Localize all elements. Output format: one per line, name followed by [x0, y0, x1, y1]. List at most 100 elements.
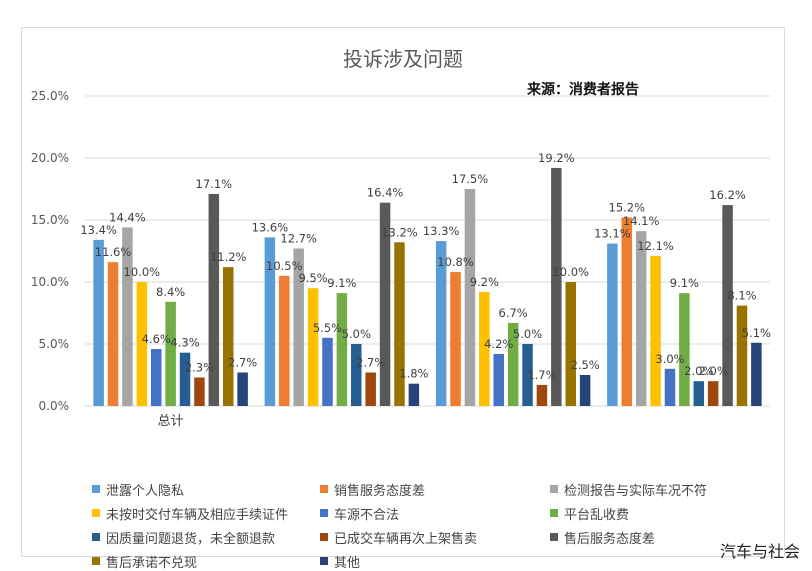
data-label: 13.2% [381, 225, 418, 239]
bar [165, 301, 176, 406]
bar [322, 337, 333, 406]
data-label: 14.1% [623, 214, 660, 228]
bar [565, 282, 576, 406]
legend-swatch [550, 485, 558, 493]
bar [435, 241, 447, 406]
legend-item: 售后承诺不兑现 [92, 552, 320, 571]
legend-swatch [550, 533, 558, 541]
data-label: 16.4% [367, 186, 404, 200]
bar [93, 239, 104, 406]
legend-label: 因质量问题退货，未全额退款 [106, 531, 276, 547]
data-label: 10.5% [266, 259, 303, 273]
legend-item: 销售服务态度差 [320, 480, 550, 499]
y-tick-label: 5.0% [39, 337, 70, 351]
data-label: 19.2% [538, 151, 575, 165]
bar [450, 272, 461, 406]
legend-item: 售后服务态度差 [550, 528, 780, 547]
bar [551, 167, 562, 406]
bar [722, 205, 733, 406]
legend-swatch [550, 509, 558, 517]
legend-label: 其他 [334, 555, 361, 571]
legend-label: 销售服务态度差 [334, 483, 426, 499]
legend-label: 售后承诺不兑现 [106, 555, 198, 571]
bar [222, 267, 234, 406]
legend-label: 售后服务态度差 [564, 531, 656, 547]
legend-swatch [92, 485, 100, 493]
data-label: 2.7% [228, 356, 257, 370]
x-category-label: 总计 [158, 414, 184, 429]
data-label: 10.0% [124, 265, 161, 279]
bar [136, 282, 148, 406]
legend-label: 未按时交付车辆及相应手续证件 [106, 507, 289, 523]
bar [122, 227, 133, 406]
legend-item: 车源不合法 [320, 504, 550, 523]
legend-label: 已成交车辆再次上架售卖 [334, 531, 478, 547]
data-label: 2.5% [571, 358, 600, 372]
data-label: 5.1% [742, 326, 771, 340]
bar [693, 381, 705, 406]
bar [307, 288, 319, 406]
bar [751, 342, 762, 406]
data-label: 14.4% [109, 210, 146, 224]
legend-swatch [320, 485, 328, 493]
legend-item: 因质量问题退货，未全额退款 [92, 528, 320, 547]
bar [650, 255, 661, 406]
legend-swatch [92, 509, 100, 517]
bar [707, 381, 719, 406]
legend-label: 检测报告与实际车况不符 [564, 483, 708, 499]
bar [365, 372, 376, 406]
data-label: 1.8% [399, 367, 428, 381]
bar [150, 348, 162, 406]
data-label: 9.1% [670, 276, 699, 290]
bar [507, 322, 519, 406]
bar [394, 242, 405, 406]
data-label: 11.6% [95, 245, 132, 259]
data-label: 12.1% [637, 239, 674, 253]
legend-item: 已成交车辆再次上架售卖 [320, 528, 550, 547]
data-label: 4.6% [142, 332, 171, 346]
bar [679, 293, 690, 406]
data-label: 9.2% [470, 275, 499, 289]
bar [579, 375, 591, 406]
data-label: 8.1% [727, 289, 756, 303]
chart-card: 投诉涉及问题 来源：消费者报告 0.0% 5.0% 10.0% 15.0% 20.0% 2… [21, 27, 785, 571]
data-label: 16.2% [709, 188, 746, 202]
data-label: 2.7% [356, 356, 385, 370]
bar [536, 384, 548, 406]
data-label: 10.8% [437, 255, 474, 269]
data-label: 17.1% [196, 177, 233, 191]
legend-item: 未按时交付车辆及相应手续证件 [92, 504, 320, 523]
data-label: 15.2% [609, 201, 646, 215]
bar [479, 291, 490, 406]
data-label: 11.2% [210, 250, 247, 264]
y-tick-label: 10.0% [31, 275, 69, 289]
bar [621, 217, 633, 406]
bar [279, 275, 290, 406]
bar [408, 383, 420, 406]
y-tick-label: 0.0% [39, 399, 70, 413]
legend-label: 车源不合法 [334, 507, 400, 523]
legend-swatch [92, 557, 100, 565]
bar [293, 248, 304, 406]
bar [664, 368, 676, 406]
data-label: 5.0% [513, 327, 542, 341]
y-tick-label: 20.0% [31, 151, 69, 165]
bar [179, 352, 191, 406]
data-label: 1.7% [527, 368, 556, 382]
legend-label: 平台乱收费 [564, 507, 630, 523]
data-label: 9.5% [298, 271, 327, 285]
chart-source: 来源：消费者报告 [526, 81, 639, 98]
legend-item: 平台乱收费 [550, 504, 780, 523]
data-label: 2.3% [185, 360, 214, 374]
data-label: 5.5% [313, 321, 342, 335]
bar [379, 202, 391, 406]
chart-title: 投诉涉及问题 [343, 47, 463, 71]
bar [607, 243, 618, 406]
y-tick-label: 15.0% [31, 213, 69, 227]
legend-label: 泄露个人隐私 [106, 483, 185, 499]
bar [194, 377, 205, 406]
bar [736, 305, 748, 406]
chart-legend: 泄露个人隐私 销售服务态度差 检测报告与实际车况不符未按时交付车辆及相应手续证件 车源… [92, 480, 792, 571]
data-label: 9.1% [327, 276, 356, 290]
data-label: 6.7% [499, 306, 528, 320]
